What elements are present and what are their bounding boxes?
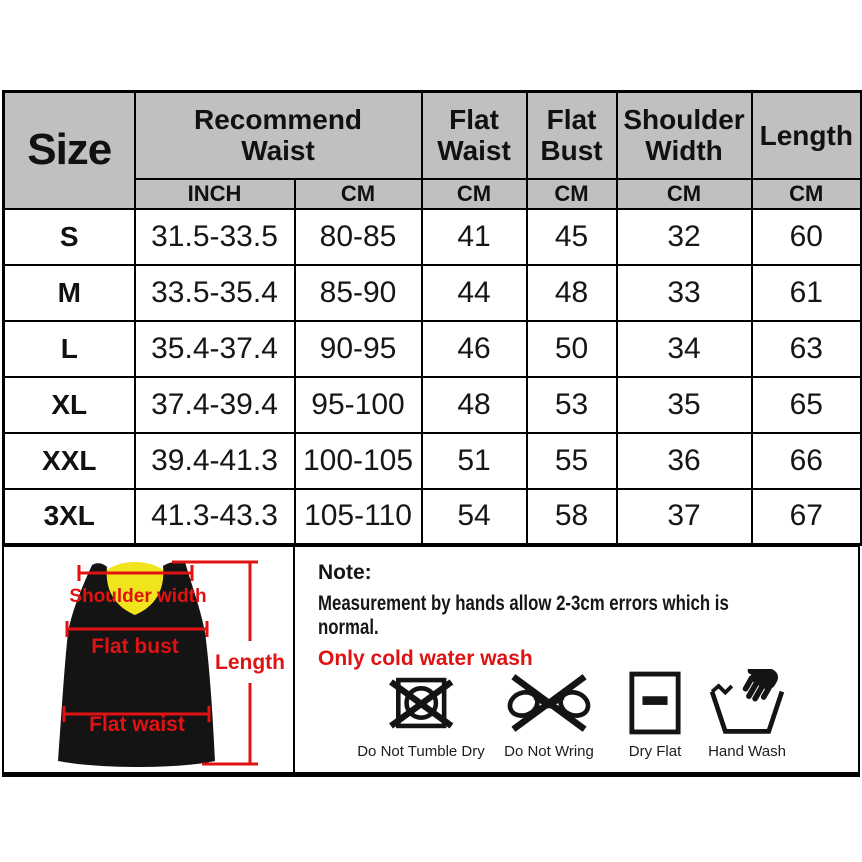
size-cell: XXL bbox=[2, 431, 136, 490]
flat-waist-cell: 46 bbox=[420, 319, 528, 378]
length-cell: 61 bbox=[750, 263, 862, 322]
unit-inch: INCH bbox=[133, 177, 296, 210]
flat-bust-cell: 50 bbox=[525, 319, 618, 378]
header-flat-waist: Flat Waist bbox=[420, 90, 528, 180]
table-row: XL 37.4-39.4 95-100 48 53 35 65 bbox=[2, 375, 862, 434]
bottom-panel: Shoulder width Flat bust Flat waist Leng… bbox=[2, 545, 860, 777]
care-item-dry-flat: Dry Flat bbox=[628, 667, 682, 760]
cm-cell: 95-100 bbox=[293, 375, 423, 434]
flat-waist-cell: 54 bbox=[420, 487, 528, 546]
size-table: Size Recommend Waist Flat Waist Flat Bus… bbox=[2, 90, 862, 546]
table-row: M 33.5-35.4 85-90 44 48 33 61 bbox=[2, 263, 862, 322]
length-cell: 60 bbox=[750, 207, 862, 266]
inch-cell: 39.4-41.3 bbox=[133, 431, 296, 490]
hand-wash-icon bbox=[709, 669, 785, 734]
inch-cell: 41.3-43.3 bbox=[133, 487, 296, 546]
table-row: XXL 39.4-41.3 100-105 51 55 36 66 bbox=[2, 431, 862, 490]
table-row: S 31.5-33.5 80-85 41 45 32 60 bbox=[2, 207, 862, 266]
flat-waist-cell: 41 bbox=[420, 207, 528, 266]
header-flat-bust: Flat Bust bbox=[525, 90, 618, 180]
cm-cell: 100-105 bbox=[293, 431, 423, 490]
dry-flat-icon bbox=[629, 671, 681, 735]
inch-cell: 35.4-37.4 bbox=[133, 319, 296, 378]
care-item-do-not-tumble-dry: Do Not Tumble Dry bbox=[357, 667, 485, 760]
flat-bust-cell: 55 bbox=[525, 431, 618, 490]
care-label: Do Not Wring bbox=[504, 743, 594, 760]
size-cell: L bbox=[2, 319, 136, 378]
table-row: 3XL 41.3-43.3 105-110 54 58 37 67 bbox=[2, 487, 862, 546]
flat-bust-label: Flat bust bbox=[91, 635, 179, 658]
flat-bust-cell: 58 bbox=[525, 487, 618, 546]
unit-cm: CM bbox=[750, 177, 862, 210]
unit-cm: CM bbox=[293, 177, 423, 210]
shoulder-cell: 35 bbox=[615, 375, 753, 434]
vest-body bbox=[58, 561, 215, 767]
care-label: Do Not Tumble Dry bbox=[357, 743, 485, 760]
length-cell: 67 bbox=[750, 487, 862, 546]
do-not-wring-icon bbox=[507, 674, 591, 732]
care-panel: Note: Measurement by hands allow 2-3cm e… bbox=[295, 547, 858, 772]
shoulder-cell: 37 bbox=[615, 487, 753, 546]
flat-waist-cell: 51 bbox=[420, 431, 528, 490]
note-title: Note: bbox=[318, 561, 372, 584]
note-measurement-text: Measurement by hands allow 2-3cm errors … bbox=[318, 592, 729, 639]
flat-bust-cell: 45 bbox=[525, 207, 618, 266]
header-recommend-waist: Recommend Waist bbox=[133, 90, 423, 180]
care-label: Hand Wash bbox=[708, 743, 786, 760]
shoulder-cell: 33 bbox=[615, 263, 753, 322]
care-item-do-not-wring: Do Not Wring bbox=[504, 667, 594, 760]
shoulder-cell: 32 bbox=[615, 207, 753, 266]
length-cell: 63 bbox=[750, 319, 862, 378]
shoulder-cell: 34 bbox=[615, 319, 753, 378]
flat-bust-cell: 53 bbox=[525, 375, 618, 434]
header-length: Length bbox=[750, 90, 862, 180]
cm-cell: 85-90 bbox=[293, 263, 423, 322]
length-label: Length bbox=[215, 651, 285, 674]
note-wash-warning: Only cold water wash bbox=[318, 647, 533, 670]
flat-waist-cell: 48 bbox=[420, 375, 528, 434]
size-cell: 3XL bbox=[2, 487, 136, 546]
unit-cm: CM bbox=[615, 177, 753, 210]
header-shoulder-width: Shoulder Width bbox=[615, 90, 753, 180]
inch-cell: 37.4-39.4 bbox=[133, 375, 296, 434]
table-row: L 35.4-37.4 90-95 46 50 34 63 bbox=[2, 319, 862, 378]
flat-bust-cell: 48 bbox=[525, 263, 618, 322]
inch-cell: 31.5-33.5 bbox=[133, 207, 296, 266]
cm-cell: 105-110 bbox=[293, 487, 423, 546]
vest-measurement-diagram: Shoulder width Flat bust Flat waist Leng… bbox=[58, 560, 285, 767]
vest-diagram-panel: Shoulder width Flat bust Flat waist Leng… bbox=[4, 547, 295, 772]
do-not-tumble-dry-icon bbox=[388, 677, 454, 729]
header-size: Size bbox=[2, 90, 136, 210]
measurement-lines bbox=[62, 560, 258, 766]
unit-cm: CM bbox=[420, 177, 528, 210]
care-item-hand-wash: Hand Wash bbox=[706, 667, 788, 760]
unit-cm: CM bbox=[525, 177, 618, 210]
length-cell: 66 bbox=[750, 431, 862, 490]
size-cell: S bbox=[2, 207, 136, 266]
cm-cell: 90-95 bbox=[293, 319, 423, 378]
care-label: Dry Flat bbox=[628, 743, 682, 760]
shoulder-width-label: Shoulder width bbox=[69, 586, 206, 607]
shoulder-cell: 36 bbox=[615, 431, 753, 490]
size-cell: M bbox=[2, 263, 136, 322]
table-header-row: Size Recommend Waist Flat Waist Flat Bus… bbox=[2, 90, 862, 210]
inch-cell: 33.5-35.4 bbox=[133, 263, 296, 322]
flat-waist-cell: 44 bbox=[420, 263, 528, 322]
flat-waist-label: Flat waist bbox=[89, 713, 185, 736]
size-cell: XL bbox=[2, 375, 136, 434]
table-units-row: INCH CM CM CM CM CM bbox=[4, 177, 862, 210]
length-cell: 65 bbox=[750, 375, 862, 434]
cm-cell: 80-85 bbox=[293, 207, 423, 266]
note-block: Note: Measurement by hands allow 2-3cm e… bbox=[318, 561, 838, 671]
